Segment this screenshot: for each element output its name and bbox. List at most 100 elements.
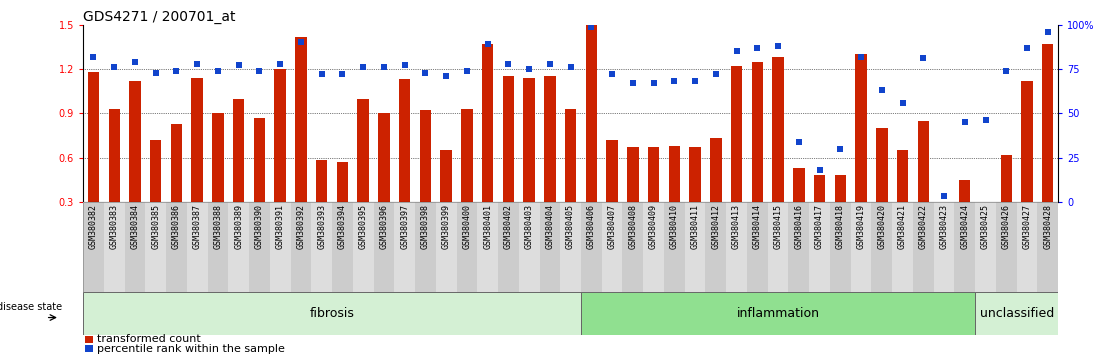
Bar [83,292,581,335]
Point [188,61,206,67]
Bar [685,202,706,292]
Bar [1017,202,1037,292]
Bar [166,202,187,292]
Point [769,43,787,49]
Text: GSM380426: GSM380426 [1002,205,1010,250]
Point [84,54,102,59]
Text: GSM380420: GSM380420 [878,205,886,250]
Bar [581,202,602,292]
Point [749,45,767,51]
Point [645,80,663,86]
Bar [249,202,270,292]
Bar [834,175,847,202]
Bar [150,140,162,202]
Bar [747,202,768,292]
Point [811,167,829,173]
Bar [892,202,913,292]
Point [1018,45,1036,51]
Bar [104,202,124,292]
Point [417,70,434,75]
Bar [394,202,416,292]
Text: GSM380417: GSM380417 [815,205,824,250]
Point [873,87,891,93]
Point [686,79,704,84]
Point [479,41,496,47]
Text: disease state: disease state [0,302,62,312]
Bar [130,81,141,202]
Bar [706,202,726,292]
Bar [664,202,685,292]
Text: GSM380419: GSM380419 [856,205,865,250]
Point [935,194,953,199]
Bar [435,202,456,292]
Point [167,68,185,74]
Bar [809,202,830,292]
Point [707,72,725,77]
Bar [540,202,561,292]
Bar [1001,155,1012,202]
Bar [855,54,866,202]
Text: GSM380415: GSM380415 [773,205,782,250]
Bar [975,202,996,292]
Point [396,63,413,68]
Text: fibrosis: fibrosis [309,307,355,320]
Text: GSM380394: GSM380394 [338,205,347,250]
Text: GSM380391: GSM380391 [276,205,285,250]
Point [894,100,912,105]
Point [147,70,165,75]
Bar [768,202,789,292]
Point [728,48,746,54]
Point [458,68,475,74]
Text: inflammation: inflammation [737,307,820,320]
Bar [213,113,224,202]
Bar [668,146,680,202]
Bar [751,62,763,202]
Point [312,72,330,77]
Bar [523,78,535,202]
Bar [399,79,410,202]
Point [666,79,684,84]
Text: GSM380424: GSM380424 [961,205,970,250]
Bar [228,202,249,292]
Text: GSM380388: GSM380388 [214,205,223,250]
Bar [503,76,514,202]
Bar [171,124,182,202]
Text: unclassified: unclassified [979,307,1054,320]
Bar [586,25,597,202]
Point [293,40,310,45]
Point [209,68,227,74]
Text: GSM380390: GSM380390 [255,205,264,250]
Bar [519,202,540,292]
Text: GSM380386: GSM380386 [172,205,181,250]
Bar [337,162,348,202]
Point [250,68,268,74]
Point [603,72,620,77]
Bar [793,168,804,202]
Bar [789,202,809,292]
Text: GSM380400: GSM380400 [462,205,471,250]
Bar [830,202,851,292]
Bar [710,138,721,202]
Text: GSM380408: GSM380408 [628,205,637,250]
Text: GSM380428: GSM380428 [1044,205,1053,250]
Text: GSM380406: GSM380406 [587,205,596,250]
Bar [871,202,892,292]
Bar [896,150,909,202]
Bar [145,202,166,292]
Bar [482,44,493,202]
Bar [623,202,644,292]
Bar [478,202,497,292]
Bar [85,345,93,352]
Bar [565,109,576,202]
Bar [207,202,228,292]
Bar [731,66,742,202]
Bar [772,57,783,202]
Bar [85,336,93,343]
Bar [295,36,307,202]
Text: GSM380418: GSM380418 [835,205,844,250]
Bar [934,202,954,292]
Bar [316,160,327,202]
Bar [233,98,245,202]
Point [375,64,392,70]
Text: GSM380403: GSM380403 [524,205,534,250]
